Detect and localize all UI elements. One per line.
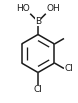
Text: OH: OH	[46, 4, 60, 13]
Text: Cl: Cl	[65, 64, 73, 73]
Text: Cl: Cl	[34, 85, 42, 94]
Text: HO: HO	[16, 4, 30, 13]
Text: B: B	[35, 17, 41, 26]
